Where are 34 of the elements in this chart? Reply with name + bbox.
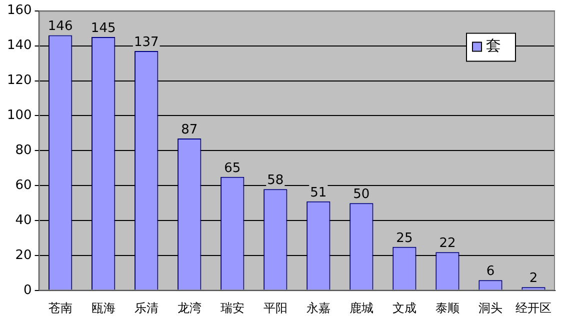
data-label: 6 [486, 264, 495, 279]
x-tick-label: 瑞安 [220, 300, 244, 315]
y-tick-label: 80 [15, 143, 32, 158]
x-tick-label: 龙湾 [177, 300, 202, 315]
y-tick-label: 20 [15, 248, 32, 263]
y-tick-label: 60 [15, 178, 32, 194]
x-tick-label: 苍南 [48, 300, 72, 315]
y-tick-label: 40 [15, 213, 32, 228]
y-tick-label: 140 [6, 38, 32, 54]
data-label: 2 [529, 270, 538, 286]
data-label: 22 [439, 236, 456, 252]
data-label: 87 [181, 122, 198, 138]
x-tick-label: 乐清 [134, 300, 158, 315]
x-tick-label: 鹿城 [349, 300, 374, 315]
data-label: 58 [267, 173, 284, 188]
data-label: 146 [48, 19, 73, 34]
legend-label: 套 [486, 36, 501, 55]
data-label: 137 [134, 34, 159, 50]
y-tick-label: 120 [6, 73, 32, 88]
y-tick-label: 160 [6, 3, 32, 18]
data-label: 145 [90, 20, 116, 36]
data-label: 50 [353, 187, 370, 202]
x-tick-label: 文成 [392, 300, 416, 315]
data-label: 25 [396, 230, 413, 246]
y-tick-label: 0 [24, 282, 32, 298]
data-label: 65 [224, 160, 241, 176]
x-tick-label: 平阳 [263, 300, 288, 315]
y-tick-label: 100 [6, 108, 32, 124]
x-tick-label: 瓯海 [91, 300, 116, 315]
x-tick-label: 泰顺 [435, 300, 460, 315]
x-tick-label: 永嘉 [306, 300, 330, 315]
x-tick-label: 洞头 [478, 300, 502, 315]
data-label: 51 [310, 185, 327, 200]
x-tick-label: 经开区 [515, 300, 552, 315]
